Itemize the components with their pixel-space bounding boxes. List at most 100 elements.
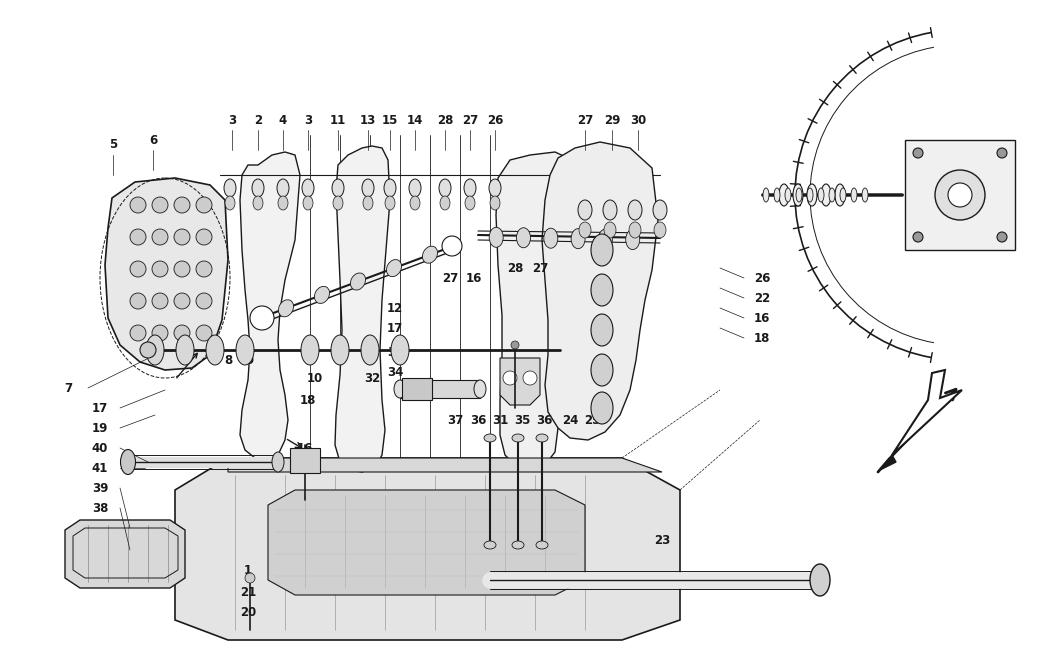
Ellipse shape [279, 300, 293, 317]
Ellipse shape [796, 188, 802, 202]
Ellipse shape [362, 179, 374, 197]
Ellipse shape [465, 196, 475, 210]
Text: 31: 31 [492, 414, 508, 426]
Text: 28: 28 [507, 261, 523, 275]
Ellipse shape [807, 184, 817, 206]
Ellipse shape [626, 229, 640, 249]
Ellipse shape [604, 222, 615, 238]
Ellipse shape [489, 179, 501, 197]
Ellipse shape [544, 228, 558, 248]
Text: 27: 27 [462, 114, 478, 126]
Circle shape [196, 293, 212, 309]
Ellipse shape [591, 392, 613, 424]
Ellipse shape [512, 541, 524, 549]
Text: 22: 22 [754, 291, 770, 305]
Circle shape [152, 325, 168, 341]
Text: 32: 32 [364, 372, 381, 384]
Text: 39: 39 [91, 481, 108, 495]
Polygon shape [892, 370, 962, 455]
Ellipse shape [591, 314, 613, 346]
Text: 35: 35 [513, 414, 530, 426]
Text: 36: 36 [536, 414, 552, 426]
Text: 19: 19 [91, 422, 108, 434]
Text: 41: 41 [91, 462, 108, 475]
Circle shape [174, 229, 190, 245]
Bar [400, 380, 480, 398]
Text: 21: 21 [240, 585, 256, 598]
Text: 29: 29 [604, 114, 620, 126]
Bar [290, 448, 320, 473]
Ellipse shape [225, 196, 235, 210]
Ellipse shape [484, 434, 496, 442]
Text: 20: 20 [240, 606, 256, 618]
Text: 28: 28 [437, 114, 453, 126]
Ellipse shape [440, 196, 450, 210]
Text: 23: 23 [654, 533, 670, 547]
Circle shape [152, 197, 168, 213]
Ellipse shape [807, 188, 813, 202]
Ellipse shape [578, 200, 592, 220]
Ellipse shape [252, 179, 264, 197]
Ellipse shape [836, 184, 845, 206]
Text: 1: 1 [243, 563, 252, 577]
Ellipse shape [512, 434, 524, 442]
Text: 18: 18 [300, 394, 316, 406]
Ellipse shape [146, 335, 164, 365]
Ellipse shape [840, 188, 846, 202]
Ellipse shape [362, 196, 373, 210]
Ellipse shape [332, 179, 344, 197]
Ellipse shape [331, 335, 349, 365]
Circle shape [250, 306, 274, 330]
Text: 27: 27 [577, 114, 593, 126]
Circle shape [174, 261, 190, 277]
Circle shape [130, 261, 146, 277]
Circle shape [196, 261, 212, 277]
Text: 16: 16 [754, 311, 771, 325]
Ellipse shape [384, 179, 396, 197]
Circle shape [935, 170, 985, 220]
Text: 3: 3 [304, 114, 313, 126]
Text: 27: 27 [442, 271, 458, 285]
Circle shape [174, 197, 190, 213]
Text: 26: 26 [754, 271, 771, 285]
Ellipse shape [490, 196, 500, 210]
Circle shape [174, 293, 190, 309]
Ellipse shape [361, 335, 379, 365]
Ellipse shape [774, 188, 780, 202]
Ellipse shape [315, 287, 330, 303]
Polygon shape [175, 458, 680, 640]
Ellipse shape [439, 179, 451, 197]
Ellipse shape [206, 335, 224, 365]
Circle shape [130, 325, 146, 341]
Text: 16: 16 [297, 442, 314, 454]
Circle shape [442, 236, 462, 256]
Polygon shape [500, 358, 540, 405]
Circle shape [997, 148, 1007, 158]
Ellipse shape [465, 179, 476, 197]
Text: 14: 14 [407, 114, 423, 126]
Text: 37: 37 [446, 414, 463, 426]
Polygon shape [65, 520, 185, 588]
Text: 24: 24 [562, 414, 578, 426]
Polygon shape [105, 178, 227, 370]
Ellipse shape [176, 335, 195, 365]
Ellipse shape [654, 222, 667, 238]
Ellipse shape [394, 380, 406, 398]
Ellipse shape [862, 188, 868, 202]
Polygon shape [335, 146, 390, 472]
Text: 17: 17 [91, 402, 108, 414]
Ellipse shape [489, 227, 503, 247]
Text: 6: 6 [149, 134, 157, 146]
Circle shape [511, 341, 519, 349]
Ellipse shape [819, 188, 824, 202]
Circle shape [997, 232, 1007, 242]
Circle shape [196, 229, 212, 245]
Ellipse shape [571, 229, 585, 249]
Ellipse shape [385, 196, 395, 210]
Polygon shape [496, 152, 572, 468]
Circle shape [152, 293, 168, 309]
Text: 13: 13 [360, 114, 376, 126]
Text: 36: 36 [470, 414, 486, 426]
Ellipse shape [410, 196, 420, 210]
Ellipse shape [779, 184, 789, 206]
